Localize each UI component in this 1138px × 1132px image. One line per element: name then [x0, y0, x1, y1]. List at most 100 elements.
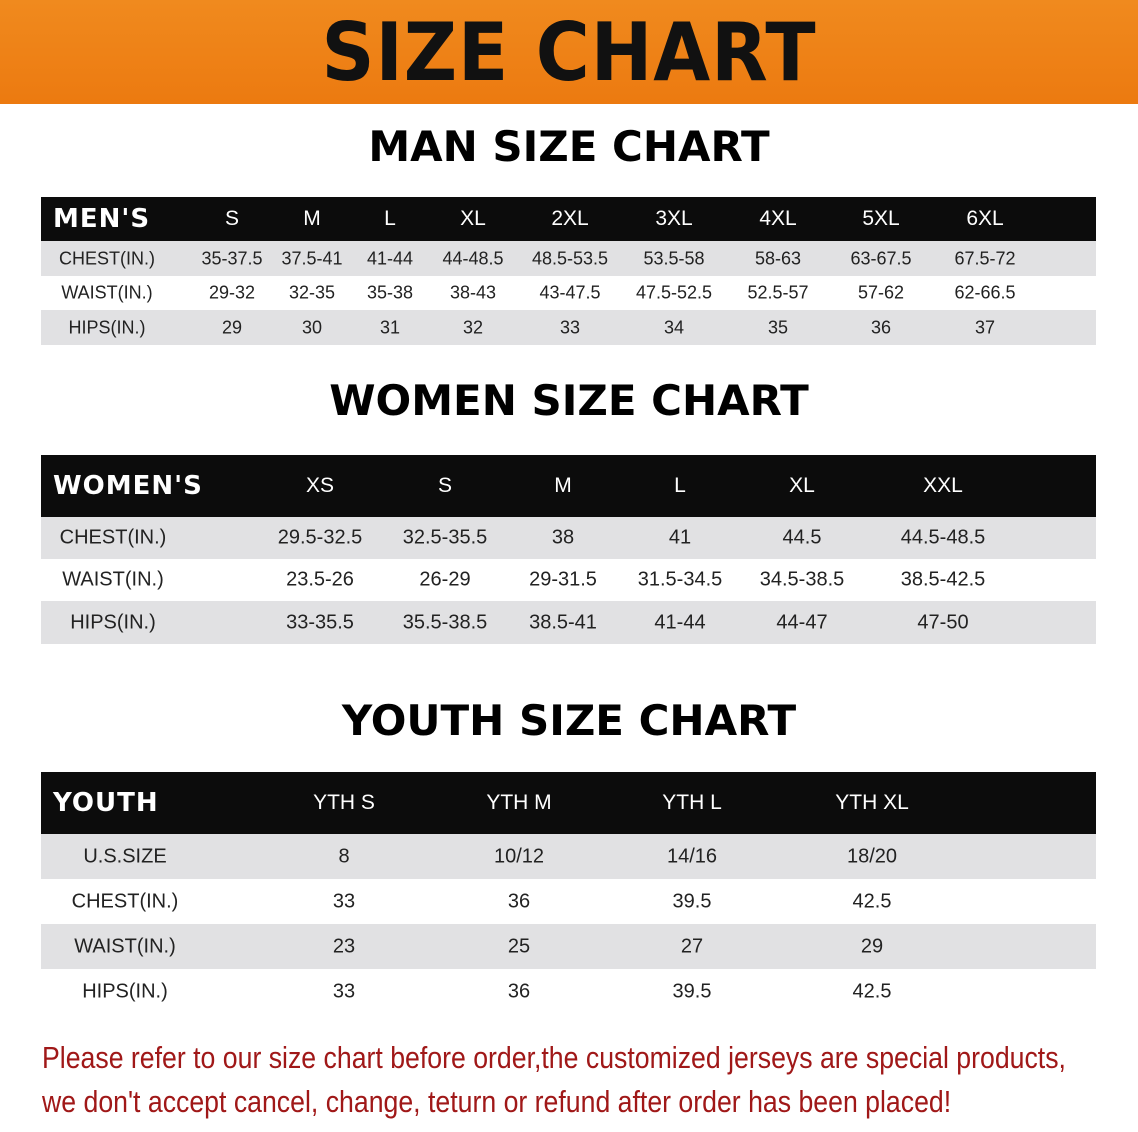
size-column-header: S [224, 207, 240, 230]
measurement-cell: 37 [974, 317, 996, 337]
men-size-table: MEN'S S M L XL 2XL 3XL 4XL 5XL 6XL CHEST(IN.) 35-37… [41, 197, 1096, 345]
measurement-cell: 35-37.5 [201, 248, 263, 268]
note-line: we don't accept cancel, change, teturn o… [42, 1084, 952, 1119]
measurement-cell: 32 [462, 317, 484, 337]
row-label: WAIST(IN.) [74, 935, 176, 957]
measurement-cell: 53.5-58 [643, 248, 705, 268]
measurement-cell: 41-44 [366, 248, 414, 268]
youth-section-title: YOUTH SIZE CHART [341, 696, 797, 745]
measurement-cell: 29-32 [208, 282, 256, 303]
measurement-cell: 31 [379, 317, 401, 337]
measurement-cell: 36 [870, 317, 892, 337]
table-heading: YOUTH [53, 788, 159, 818]
women-section-title: WOMEN SIZE CHART [329, 376, 809, 425]
measurement-cell: 33-35.5 [286, 611, 354, 633]
table-header-row: YOUTH YTH S YTH M YTH L YTH XL [41, 772, 1096, 834]
row-label: CHEST(IN.) [59, 248, 155, 268]
measurement-cell: 32-35 [288, 282, 336, 303]
measurement-cell: 38-43 [449, 282, 497, 303]
measurement-cell: 30 [301, 317, 323, 337]
size-column-header: YTH L [662, 791, 722, 814]
measurement-cell: 29-31.5 [529, 568, 597, 591]
row-label: CHEST(IN.) [59, 526, 167, 549]
measurement-cell: 34.5-38.5 [759, 568, 845, 591]
measurement-cell: 44-48.5 [442, 248, 504, 268]
measurement-cell: 44.5 [782, 526, 822, 549]
size-column-header: L [384, 207, 396, 230]
row-label: WAIST(IN.) [61, 282, 153, 303]
banner-title: SIZE CHART [321, 5, 817, 99]
row-label: CHEST(IN.) [71, 890, 179, 912]
table-heading: MEN'S [53, 204, 151, 234]
measurement-cell: 38.5-41 [529, 611, 597, 633]
measurement-cell: 57-62 [857, 282, 905, 303]
table-row: WAIST(IN.) 23.5-26 26-29 29-31.5 31.5-34.5 34… [41, 559, 1096, 601]
size-column-header: YTH M [486, 791, 552, 814]
table-row: CHEST(IN.) 35-37.5 37.5-41 41-44 44-48.5 48.5… [41, 241, 1096, 276]
table-row: CHEST(IN.) 33 36 39.5 42.5 [41, 879, 1096, 924]
size-column-header: S [437, 474, 453, 497]
size-column-header: YTH S [313, 791, 375, 814]
row-label: HIPS(IN.) [70, 611, 156, 633]
size-column-header: 3XL [655, 207, 693, 230]
order-policy-note: Please refer to our size chart before or… [42, 1036, 1130, 1124]
table-row: HIPS(IN.) 33 36 39.5 42.5 [41, 969, 1096, 1014]
banner: SIZE CHART [0, 0, 1138, 104]
size-column-header: XL [789, 474, 815, 497]
measurement-cell: 27 [680, 935, 704, 957]
measurement-cell: 35.5-38.5 [402, 611, 488, 633]
table-header-row: WOMEN'S XS S M L XL XXL [41, 455, 1096, 517]
size-column-header: YTH XL [835, 791, 909, 814]
size-column-header: M [554, 474, 572, 497]
measurement-cell: 39.5 [672, 890, 712, 912]
measurement-cell: 52.5-57 [747, 282, 809, 303]
measurement-cell: 42.5 [852, 890, 892, 912]
table-row: HIPS(IN.) 33-35.5 35.5-38.5 38.5-41 41-44 44-… [41, 601, 1096, 644]
table-row: WAIST(IN.) 29-32 32-35 35-38 38-43 43-47.5 47.… [41, 276, 1096, 310]
measurement-cell: 47-50 [917, 611, 969, 633]
table-row: U.S.SIZE 8 10/12 14/16 18/20 [41, 834, 1096, 879]
table-row: CHEST(IN.) 29.5-32.5 32.5-35.5 38 41 44.5 44.5… [41, 517, 1096, 559]
size-column-header: 6XL [966, 207, 1004, 230]
measurement-cell: 35-38 [366, 282, 414, 303]
measurement-cell: 31.5-34.5 [637, 568, 723, 591]
measurement-cell: 33 [332, 980, 356, 1002]
size-column-header: XL [460, 207, 486, 230]
measurement-cell: 38.5-42.5 [900, 568, 986, 591]
measurement-cell: 29 [221, 317, 243, 337]
table-row: WAIST(IN.) 23 25 27 29 [41, 924, 1096, 969]
measurement-cell: 36 [507, 890, 531, 912]
measurement-cell: 29 [860, 935, 884, 957]
note-line: Please refer to our size chart before or… [42, 1040, 1066, 1075]
measurement-cell: 29.5-32.5 [277, 526, 363, 549]
measurement-cell: 25 [507, 935, 531, 957]
measurement-cell: 36 [507, 980, 531, 1002]
size-column-header: XS [305, 474, 335, 497]
measurement-cell: 37.5-41 [281, 248, 343, 268]
measurement-cell: 14/16 [666, 845, 718, 867]
measurement-cell: 44.5-48.5 [900, 526, 986, 549]
measurement-cell: 63-67.5 [850, 248, 912, 268]
measurement-cell: 41 [668, 526, 692, 549]
table-heading: WOMEN'S [53, 471, 203, 501]
size-column-header: 4XL [759, 207, 797, 230]
size-column-header: L [674, 474, 686, 497]
youth-size-table: YOUTH YTH S YTH M YTH L YTH XL U.S.SIZE 8 10/12… [41, 772, 1096, 1014]
measurement-cell: 48.5-53.5 [531, 248, 609, 268]
size-column-header: 5XL [862, 207, 900, 230]
row-label: HIPS(IN.) [82, 980, 168, 1002]
measurement-cell: 62-66.5 [954, 282, 1016, 303]
size-column-header: XXL [923, 474, 963, 497]
measurement-cell: 26-29 [419, 568, 471, 591]
measurement-cell: 42.5 [852, 980, 892, 1002]
measurement-cell: 33 [559, 317, 581, 337]
men-section-title: MAN SIZE CHART [368, 122, 770, 171]
table-row: HIPS(IN.) 29 30 31 32 33 34 35 36 37 [41, 310, 1096, 345]
row-label: HIPS(IN.) [68, 317, 146, 337]
size-column-header: M [303, 207, 321, 230]
measurement-cell: 18/20 [846, 845, 898, 867]
measurement-cell: 41-44 [654, 611, 706, 633]
table-header-row: MEN'S S M L XL 2XL 3XL 4XL 5XL 6XL [41, 197, 1096, 241]
measurement-cell: 32.5-35.5 [402, 526, 488, 549]
measurement-cell: 8 [338, 845, 350, 867]
